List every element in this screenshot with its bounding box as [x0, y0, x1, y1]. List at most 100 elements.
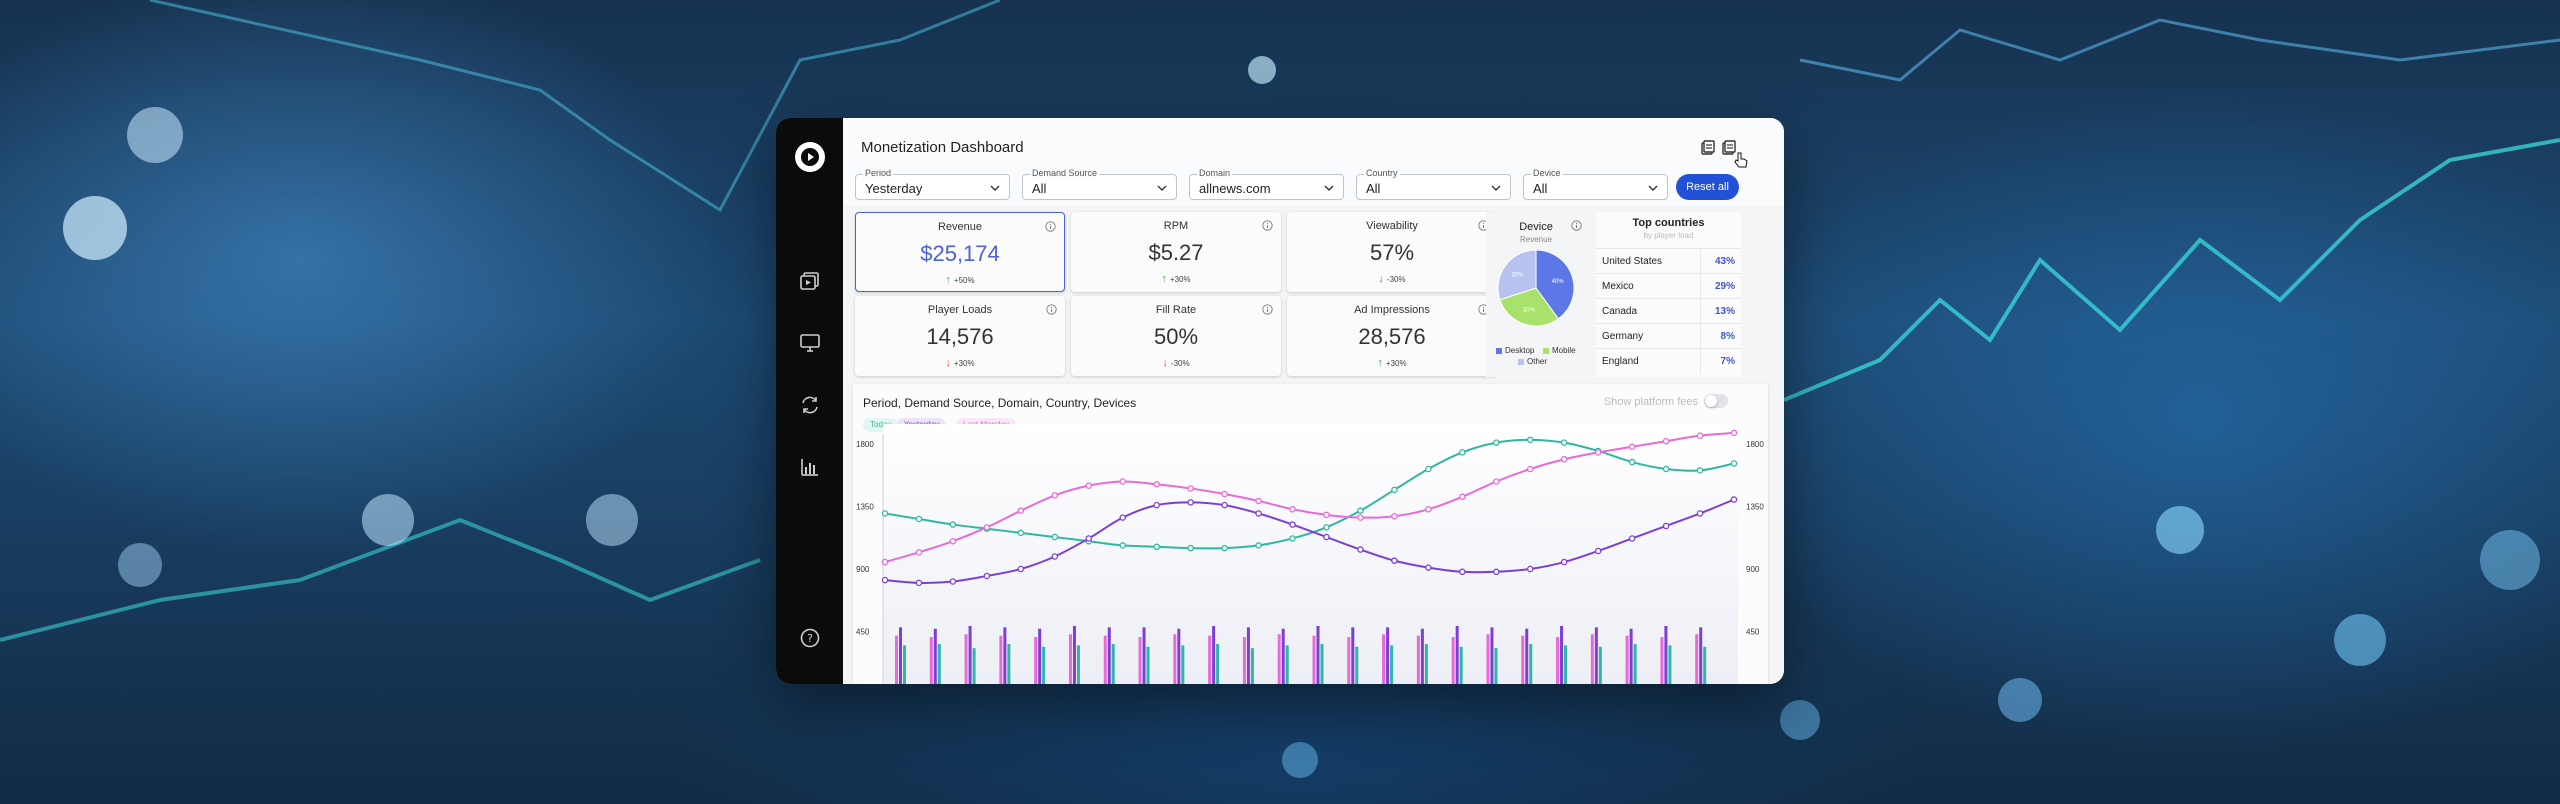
y-tick-left: 1800 — [856, 440, 874, 449]
kpi-title: Ad Impressions — [1354, 304, 1430, 316]
point-today — [1391, 486, 1398, 494]
country-row: England 7% — [1596, 348, 1741, 374]
country-filter[interactable]: Country All — [1356, 168, 1511, 200]
point-last-monday — [1628, 443, 1636, 451]
platform-fees-label: Show platform fees — [1603, 396, 1698, 408]
reset-all-button[interactable]: Reset all — [1676, 174, 1739, 200]
domain-label: Domain — [1197, 168, 1233, 178]
refresh-icon[interactable] — [799, 394, 821, 416]
bar-today — [1007, 644, 1011, 684]
bar-last-monday — [895, 635, 898, 684]
point-last-monday — [1662, 437, 1670, 445]
point-today — [949, 521, 957, 528]
y-tick-left: 1350 — [856, 503, 874, 512]
period-label: Period — [863, 168, 894, 178]
point-last-monday — [1255, 497, 1262, 505]
point-yesterday — [1493, 568, 1500, 576]
bar-last-monday — [964, 634, 968, 684]
export-icon[interactable] — [1700, 140, 1716, 156]
domain-value: allnews.com — [1199, 181, 1271, 196]
kpi-change-value: -30% — [1170, 359, 1190, 368]
bar-last-monday — [1034, 637, 1038, 684]
info-icon[interactable] — [1045, 221, 1056, 232]
page-title: Monetization Dashboard — [861, 139, 1024, 156]
bar-today — [903, 645, 906, 684]
bar-last-monday — [1625, 635, 1629, 684]
bar-last-monday — [1312, 635, 1316, 684]
domain-filter[interactable]: Domain allnews.com — [1189, 168, 1344, 200]
y-tick-left: 900 — [856, 565, 870, 574]
help-icon[interactable]: ? — [799, 627, 821, 649]
kpi-card-rpm[interactable]: RPM $5.27 ↑ +30% — [1071, 212, 1281, 292]
point-today — [1662, 465, 1670, 473]
pie-slice-label: 30% — [1512, 273, 1525, 279]
app-logo[interactable] — [795, 142, 825, 172]
country-name: Germany — [1602, 331, 1644, 342]
platform-fees-toggle[interactable] — [1704, 394, 1728, 408]
bar-last-monday — [1208, 635, 1212, 684]
point-today — [1289, 535, 1296, 542]
chevron-down-icon — [1324, 185, 1334, 191]
point-today — [1221, 544, 1228, 552]
copy-icon[interactable] — [1721, 140, 1737, 156]
video-library-icon[interactable] — [799, 270, 821, 292]
country-name: Mexico — [1602, 281, 1634, 292]
country-pct: 29% — [1714, 281, 1735, 292]
info-icon[interactable] — [1571, 220, 1582, 231]
pie-slice-other — [1497, 249, 1537, 301]
point-today — [1696, 467, 1704, 474]
main-content: Monetization Dashboard Period Yesterday … — [843, 118, 1784, 684]
point-yesterday — [1662, 522, 1670, 530]
point-last-monday — [1526, 465, 1534, 473]
bar-last-monday — [1486, 634, 1490, 684]
bar-last-monday — [1556, 637, 1560, 684]
point-yesterday — [1289, 521, 1296, 528]
top-countries-card: Top countries by player load United Stat… — [1596, 212, 1741, 377]
info-icon[interactable] — [1046, 304, 1057, 315]
kpi-card-viewability[interactable]: Viewability 57% ↓ -30% — [1287, 212, 1497, 292]
demand-source-filter[interactable]: Demand Source All — [1022, 168, 1177, 200]
period-filter[interactable]: Period Yesterday — [855, 168, 1010, 200]
point-today — [1187, 544, 1194, 552]
kpi-card-revenue[interactable]: Revenue $25,174 ↑ +50% — [855, 212, 1065, 292]
device-filter[interactable]: Device All — [1523, 168, 1668, 200]
bar-yesterday — [1629, 628, 1633, 684]
point-last-monday — [1594, 449, 1602, 456]
bar-yesterday — [1072, 625, 1076, 684]
device-label: Device — [1531, 168, 1563, 178]
bar-chart-icon[interactable] — [799, 456, 821, 478]
point-yesterday — [983, 572, 991, 580]
bar-yesterday — [1699, 627, 1703, 684]
info-icon[interactable] — [1262, 304, 1273, 315]
kpi-card-ad-impressions[interactable]: Ad Impressions 28,576 ↑ +30% — [1287, 296, 1497, 376]
point-last-monday — [1119, 478, 1126, 485]
y-tick-right: 900 — [1746, 565, 1760, 574]
bar-today — [1424, 644, 1428, 684]
top-countries-title: Top countries — [1632, 217, 1705, 229]
bar-yesterday — [1455, 625, 1459, 684]
point-last-monday — [1221, 490, 1228, 498]
kpi-change-value: +30% — [1169, 275, 1191, 284]
info-icon[interactable] — [1262, 220, 1273, 231]
point-last-monday — [1391, 512, 1398, 520]
point-last-monday — [881, 558, 889, 566]
kpi-value: 14,576 — [926, 324, 994, 349]
arrow-down-icon: ↓ — [1378, 273, 1384, 285]
bar-yesterday — [1316, 625, 1320, 684]
monitor-icon[interactable] — [799, 332, 821, 354]
y-tick-right: 1800 — [1746, 440, 1764, 449]
legend-other: Other — [1518, 357, 1547, 366]
point-today — [1017, 529, 1025, 537]
point-yesterday — [1730, 496, 1738, 503]
bar-last-monday — [929, 637, 933, 684]
point-today — [1357, 507, 1364, 514]
bar-today — [1250, 648, 1254, 684]
kpi-card-fill-rate[interactable]: Fill Rate 50% ↓ -30% — [1071, 296, 1281, 376]
country-row: Mexico 29% — [1596, 273, 1741, 299]
bar-yesterday — [933, 628, 937, 684]
bar-last-monday — [1173, 634, 1177, 684]
kpi-card-player-loads[interactable]: Player Loads 14,576 ↓ +30% — [855, 296, 1065, 376]
chevron-down-icon — [1491, 185, 1501, 191]
point-yesterday — [1017, 565, 1025, 573]
top-countries-subtitle: by player load — [1643, 231, 1694, 240]
